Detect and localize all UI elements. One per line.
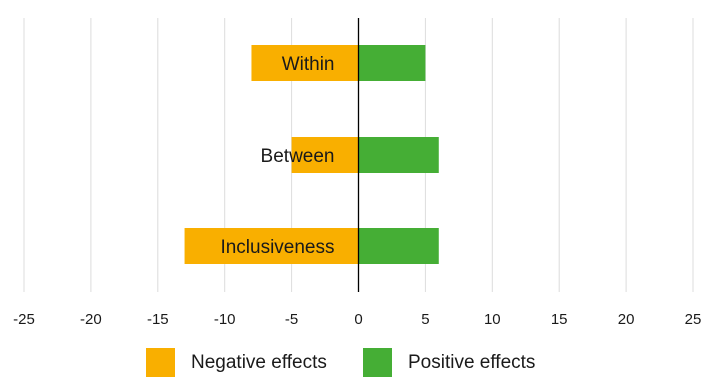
legend-label-negative: Negative effects <box>191 351 327 373</box>
x-tick-label: -25 <box>13 311 35 328</box>
x-tick-label: 10 <box>484 311 501 328</box>
legend-item-positive: Positive effects <box>363 348 535 377</box>
bar-negative <box>291 137 359 173</box>
category-label: Inclusiveness <box>220 237 334 258</box>
x-tick-label: -15 <box>147 311 169 328</box>
legend: Negative effects Positive effects <box>0 348 704 378</box>
x-tick-label: 25 <box>685 311 702 328</box>
x-tick-label: -10 <box>214 311 236 328</box>
x-tick-label: 5 <box>421 311 429 328</box>
x-tick-label: 20 <box>618 311 635 328</box>
legend-swatch-positive <box>363 348 392 377</box>
bar-chart: Within Between Inclusiveness -25 -20 -15 -10 -5… <box>13 18 702 328</box>
category-label: Between <box>261 146 335 167</box>
bar-negative <box>184 228 359 264</box>
legend-swatch-negative <box>146 348 175 377</box>
x-tick-label: 0 <box>354 311 362 328</box>
bar-positive <box>358 228 439 264</box>
category-label: Within <box>282 54 335 75</box>
bar-positive <box>358 45 426 81</box>
bar-negative <box>251 45 359 81</box>
legend-item-negative: Negative effects <box>146 348 327 377</box>
legend-label-positive: Positive effects <box>408 351 536 373</box>
x-tick-label: 15 <box>551 311 568 328</box>
x-tick-label: -5 <box>285 311 298 328</box>
x-tick-label: -20 <box>80 311 102 328</box>
bar-positive <box>358 137 439 173</box>
